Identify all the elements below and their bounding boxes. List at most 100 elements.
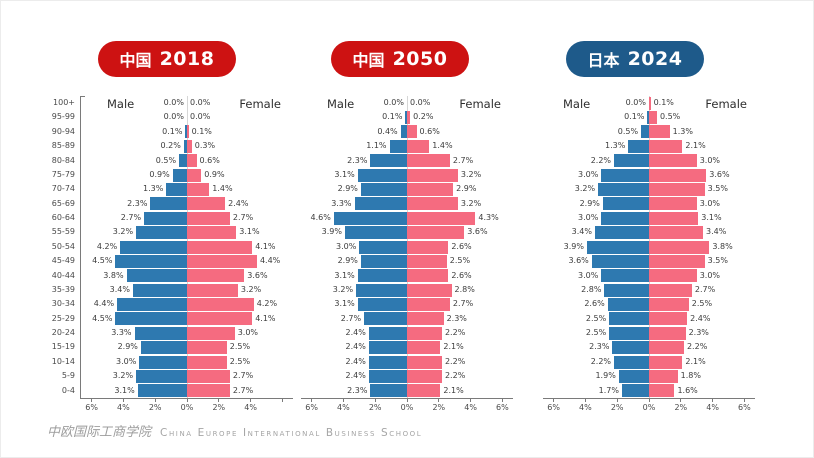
male-bar — [144, 211, 187, 225]
age-label: 75-79 — [51, 169, 75, 179]
female-value-label: 3.0% — [699, 198, 721, 208]
male-value-label: 2.4% — [345, 356, 366, 366]
female-value-label: 2.2% — [686, 342, 708, 352]
axis-tick — [186, 399, 188, 402]
male-bar — [368, 355, 407, 369]
x-axis: 6% 4% 2% 0% 2% 4% 6% — [301, 398, 513, 417]
male-bar — [594, 226, 649, 240]
logo-english-text: China Europe International Business Scho… — [160, 427, 423, 439]
male-bar — [370, 154, 407, 168]
female-value-label: 3.0% — [237, 328, 259, 338]
male-bar — [140, 341, 187, 355]
female-value-label: 3.2% — [460, 198, 482, 208]
axis-tick — [154, 399, 156, 402]
male-value-label: 1.9% — [595, 371, 616, 381]
female-bar — [407, 111, 411, 125]
male-value-label: 2.3% — [127, 198, 148, 208]
female-value-label: 0.1% — [653, 98, 674, 107]
male-value-label: 3.9% — [563, 241, 584, 251]
axis-tick — [91, 399, 93, 402]
female-bar — [407, 283, 452, 297]
male-value-label: 0.4% — [377, 126, 398, 136]
male-value-label: 3.1% — [334, 270, 355, 280]
pyramid-chart-china-2018: Male Female 0.0% 0.0% 0.0% 0.0% 0.1% 0.1% 0.2%… — [81, 96, 293, 418]
male-bar — [333, 211, 407, 225]
plot-area: Male Female 0.0% 0.0% 0.0% 0.0% 0.1% 0.1% 0.2%… — [81, 96, 293, 398]
axis-tick-label: 4% — [337, 403, 350, 412]
pyramid-chart-japan-2024: Male Female 0.0% 0.1% 0.1% 0.5% 0.5% 1.3% 1.3%… — [543, 96, 755, 418]
female-bar — [187, 168, 202, 182]
axis-tick — [616, 399, 618, 402]
male-value-label: 2.9% — [337, 256, 358, 266]
male-value-label: 3.0% — [577, 270, 599, 280]
male-value-label: 3.2% — [332, 284, 354, 294]
male-value-label: 2.7% — [120, 213, 142, 223]
female-bar — [187, 326, 235, 340]
female-bar — [649, 240, 710, 254]
male-value-label: 0.9% — [149, 169, 170, 179]
female-bar — [407, 182, 454, 196]
female-bar — [187, 125, 189, 139]
male-value-label: 0.0% — [163, 112, 184, 122]
female-value-label: 3.6% — [467, 227, 488, 237]
badge-year-label: 2024 — [627, 48, 683, 70]
female-value-label: 1.6% — [677, 385, 698, 395]
age-axis-labels: 100+ 95-99 90-94 85-89 80-84 75-79 70-74 65-69 6… — [41, 96, 75, 398]
male-bar — [647, 111, 649, 125]
male-value-label: 3.8% — [103, 270, 124, 280]
male-bar — [598, 182, 649, 196]
female-bar — [187, 254, 257, 268]
female-bar — [649, 254, 705, 268]
male-bar — [360, 254, 407, 268]
male-bar — [614, 154, 649, 168]
axis-tick-label: 2% — [212, 403, 226, 412]
male-bar — [359, 240, 407, 254]
female-value-label: 2.6% — [451, 270, 472, 280]
male-bar — [136, 226, 187, 240]
age-label: 55-59 — [51, 227, 75, 237]
female-header-label: Female — [459, 97, 501, 111]
male-bar — [364, 312, 407, 326]
female-value-label: 4.1% — [255, 241, 276, 251]
male-header-label: Male — [327, 97, 355, 111]
age-label: 0-4 — [61, 385, 75, 395]
female-bar — [407, 369, 442, 383]
axis-tick-label: 6% — [85, 403, 98, 412]
axis-tick — [743, 399, 745, 402]
male-value-label: 2.9% — [337, 184, 358, 194]
male-value-label: 3.3% — [331, 198, 352, 208]
male-bar — [185, 125, 187, 139]
male-bar — [344, 226, 407, 240]
male-header-label: Male — [563, 97, 591, 111]
female-bar — [407, 197, 458, 211]
female-bar — [407, 240, 449, 254]
female-bar — [187, 211, 230, 225]
male-value-label: 0.2% — [160, 141, 181, 151]
female-value-label: 2.6% — [451, 241, 472, 251]
male-value-label: 2.4% — [345, 342, 366, 352]
axis-tick-label: 4% — [117, 403, 130, 412]
female-bar — [187, 139, 192, 153]
plot-area: Male Female 0.0% 0.1% 0.1% 0.5% 0.5% 1.3% 1.3%… — [543, 96, 755, 398]
male-value-label: 3.9% — [321, 227, 342, 237]
female-value-label: 3.5% — [707, 184, 728, 194]
female-bar — [649, 197, 697, 211]
male-bar — [354, 197, 407, 211]
female-bar — [187, 384, 230, 398]
axis-tick-label: 6% — [738, 403, 751, 412]
female-bar — [649, 326, 686, 340]
male-value-label: 3.4% — [109, 284, 130, 294]
female-value-label: 2.1% — [685, 141, 706, 151]
female-bar — [649, 111, 657, 125]
male-value-label: 2.5% — [585, 328, 607, 338]
badge-1: 中国 2050 — [331, 41, 469, 77]
female-value-label: 2.5% — [691, 299, 713, 309]
male-bar — [604, 283, 649, 297]
female-bar — [649, 182, 705, 196]
female-value-label: 2.7% — [232, 385, 254, 395]
male-value-label: 4.5% — [92, 313, 113, 323]
axis-tick — [122, 399, 124, 402]
male-bar — [179, 154, 187, 168]
male-bar — [356, 283, 407, 297]
male-bar — [614, 355, 649, 369]
